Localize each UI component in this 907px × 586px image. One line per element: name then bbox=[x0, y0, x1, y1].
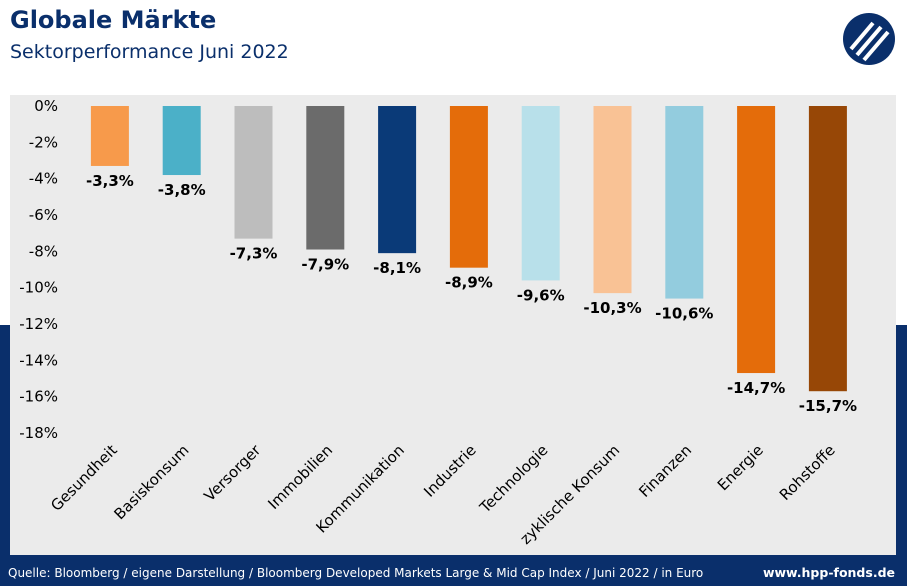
bar-value-label: -10,3% bbox=[583, 299, 641, 317]
bar-value-label: -3,3% bbox=[86, 172, 134, 190]
bar-energie bbox=[737, 106, 776, 374]
bar-value-label: -8,1% bbox=[373, 259, 421, 277]
y-tick-label: -6% bbox=[29, 206, 58, 224]
y-tick-label: 0% bbox=[34, 97, 58, 115]
y-tick-label: -12% bbox=[19, 315, 58, 333]
y-tick-label: -10% bbox=[19, 279, 58, 297]
y-tick-label: -2% bbox=[29, 133, 58, 151]
hpp-logo-icon bbox=[843, 13, 895, 65]
x-category-label: Industrie bbox=[420, 441, 480, 501]
y-tick-label: -14% bbox=[19, 351, 58, 369]
x-category-label: Gesundheit bbox=[47, 441, 121, 515]
bar-chart: 0% -2% -4% -6% -8% -10% -12% -14% -16% -18% -3,3%… bbox=[19, 97, 857, 548]
y-tick-label: -16% bbox=[19, 388, 58, 406]
x-category-label: Finanzen bbox=[635, 441, 695, 501]
bar-industrie bbox=[449, 106, 488, 268]
bar-zyklische-konsum bbox=[593, 106, 632, 294]
y-tick-label: -18% bbox=[19, 424, 58, 442]
page-title: Globale Märkte bbox=[10, 6, 217, 34]
bar-value-label: -15,7% bbox=[799, 397, 857, 415]
bar-technologie bbox=[521, 106, 560, 281]
x-category-label: Technologie bbox=[475, 441, 551, 517]
x-category-label: Rohstoffe bbox=[776, 441, 839, 504]
bar-finanzen bbox=[665, 106, 704, 299]
bar-value-label: -14,7% bbox=[727, 379, 785, 397]
page-subtitle: Sektorperformance Juni 2022 bbox=[10, 41, 289, 63]
bar-kommunikation bbox=[378, 106, 417, 254]
bar-value-label: -10,6% bbox=[655, 305, 713, 323]
x-category-label: Energie bbox=[714, 441, 767, 494]
website-link[interactable]: www.hpp-fonds.de bbox=[762, 565, 895, 580]
bar-gesundheit bbox=[90, 106, 129, 166]
x-category-label: Basiskonsum bbox=[110, 441, 192, 523]
x-category-label: Immobilien bbox=[264, 441, 336, 513]
chart-panel: 0% -2% -4% -6% -8% -10% -12% -14% -16% -18% -3,3%… bbox=[10, 95, 896, 555]
bar-value-label: -9,6% bbox=[517, 286, 565, 304]
y-tick-label: -4% bbox=[29, 170, 58, 188]
source-note: Quelle: Bloomberg / eigene Darstellung /… bbox=[8, 566, 704, 580]
bar-rohstoffe bbox=[808, 106, 847, 392]
bar-basiskonsum bbox=[162, 106, 201, 176]
bar-value-label: -3,8% bbox=[158, 181, 206, 199]
bar-value-label: -7,3% bbox=[230, 245, 278, 263]
header: Globale Märkte Sektorperformance Juni 20… bbox=[0, 0, 907, 95]
x-category-label: Versorger bbox=[200, 441, 264, 505]
bar-versorger bbox=[234, 106, 273, 239]
bar-immobilien bbox=[306, 106, 345, 250]
y-tick-label: -8% bbox=[29, 242, 58, 260]
bar-value-label: -8,9% bbox=[445, 274, 493, 292]
bar-value-label: -7,9% bbox=[301, 256, 349, 274]
